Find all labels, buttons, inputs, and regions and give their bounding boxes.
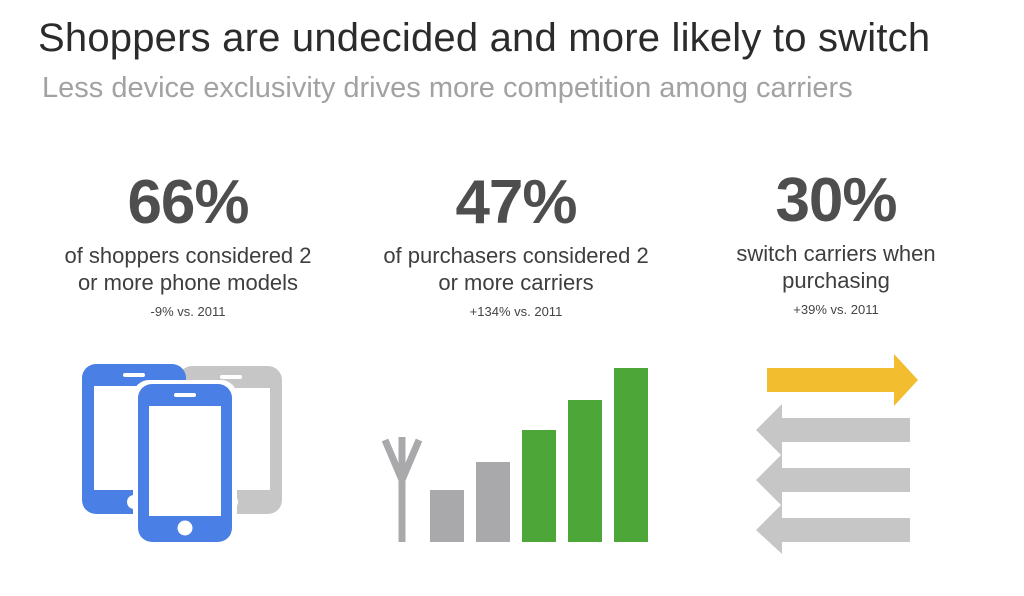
switch-arrows-icon <box>752 350 922 555</box>
page-subtitle: Less device exclusivity drives more comp… <box>42 72 853 104</box>
phone-home-button <box>177 520 193 536</box>
phones-icon <box>80 360 290 550</box>
antenna-icon <box>381 437 423 542</box>
signal-bar-4 <box>568 400 602 542</box>
signal-bar-2 <box>476 462 510 542</box>
stat-value: 66% <box>127 168 249 237</box>
signal-bar-5 <box>614 368 648 542</box>
stat-description: of purchasers considered 2 or more carri… <box>383 243 649 295</box>
stat-carriers-considered: 47% of purchasers considered 2 or more c… <box>356 168 676 320</box>
stat-description: switch carriers when purchasing <box>736 241 936 293</box>
stat-description: of shoppers considered 2 or more phone m… <box>64 243 312 295</box>
signal-bar-1 <box>430 490 464 542</box>
arrow-left-icon <box>756 504 910 554</box>
stat-phone-models: 66% of shoppers considered 2 or more pho… <box>28 168 348 320</box>
blue-phone-front-icon <box>138 384 232 542</box>
stat-change: +134% vs. 2011 <box>469 304 563 319</box>
stat-value: 47% <box>455 168 577 237</box>
arrow-right-icon <box>767 354 918 406</box>
phone-speaker <box>174 393 196 397</box>
stat-switch-carriers: 30% switch carriers when purchasing +39%… <box>676 166 996 318</box>
stat-change: -9% vs. 2011 <box>150 304 226 319</box>
signal-bar-3 <box>522 430 556 542</box>
phone-speaker <box>123 373 145 377</box>
page-title: Shoppers are undecided and more likely t… <box>38 16 931 60</box>
arrow-left-icon <box>756 404 910 456</box>
stat-change: +39% vs. 2011 <box>793 302 879 317</box>
phone-screen <box>149 406 221 516</box>
arrow-left-icon <box>756 454 910 506</box>
signal-bars-icon <box>380 362 660 552</box>
phone-speaker <box>220 375 242 379</box>
stat-value: 30% <box>775 166 897 235</box>
